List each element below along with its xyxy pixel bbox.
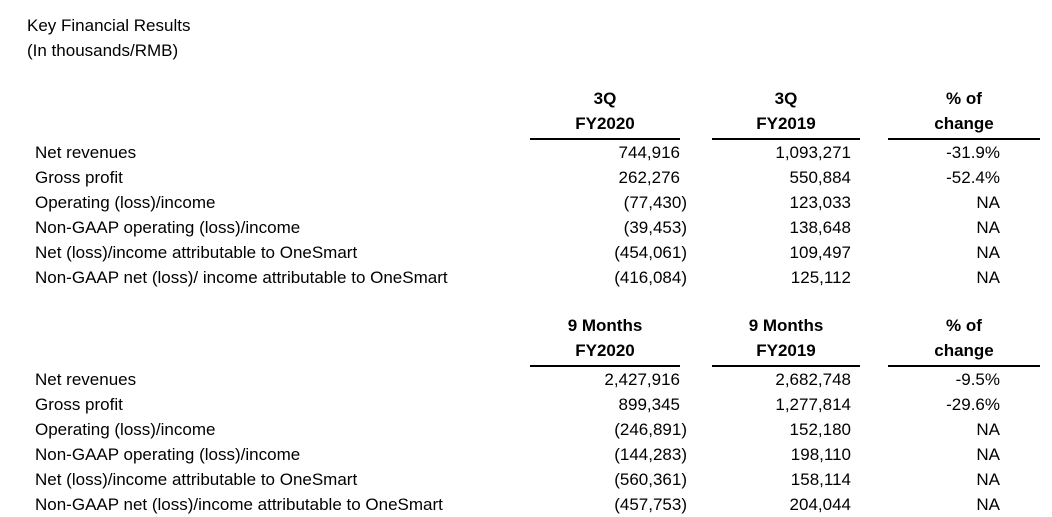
column-header-line2: change [934,114,994,133]
fy2020-value-cell: (457,753) [614,495,687,514]
row-label: Non-GAAP operating (loss)/income [35,218,301,237]
header-row: 3Q FY2020 3Q FY2019 % of change [27,86,1040,140]
table-row: Non-GAAP operating (loss)/income (144,28… [27,442,1040,467]
fy2019-value-cell: 550,884 [789,168,851,187]
change-value-cell: NA [976,218,1000,237]
column-header-line2: change [934,341,994,360]
column-header-line2: FY2020 [575,341,635,360]
table-row: Operating (loss)/income (77,430) 123,033… [27,190,1040,215]
fy2020-value-cell: 262,276 [618,168,680,187]
column-header-line1: 9 Months [748,316,824,335]
fy2019-value-cell: 152,180 [789,420,851,439]
table-row: Net revenues 2,427,916 2,682,748 -9.5% [27,367,1040,392]
row-label: Operating (loss)/income [35,420,216,439]
fy2020-value-cell: (39,453) [623,218,687,237]
fy2020-value-cell: (560,361) [614,470,687,489]
nine-month-results-table: 9 Months FY2020 9 Months FY2019 % of cha… [27,313,1040,517]
row-label: Net (loss)/income attributable to OneSma… [35,243,358,262]
fy2020-value-cell: 744,916 [618,143,680,162]
header-row: 9 Months FY2020 9 Months FY2019 % of cha… [27,313,1040,367]
table-row: Gross profit 262,276 550,884 -52.4% [27,165,1040,190]
fy2019-value-cell: 2,682,748 [775,370,851,389]
column-header-line1: 3Q [593,89,617,108]
column-header-line1: % of [946,89,982,108]
column-header-line1: 3Q [774,89,798,108]
fy2019-value-cell: 198,110 [790,445,851,464]
fy2020-value-cell: 2,427,916 [604,370,680,389]
row-label: Net revenues [35,370,137,389]
column-header-3q-fy2020: 3Q FY2020 [530,86,680,140]
fy2019-value-cell: 123,033 [789,193,851,212]
change-value-cell: NA [976,420,1000,439]
column-header-pct-change: % of change [860,86,1040,140]
fy2020-value-cell: (416,084) [614,268,687,287]
change-value-cell: NA [976,470,1000,489]
fy2019-value-cell: 109,497 [789,243,851,262]
change-value-cell: NA [976,445,1000,464]
column-header-line1: 9 Months [567,316,643,335]
fy2020-value-cell: (246,891) [614,420,687,439]
table-row: Net (loss)/income attributable to OneSma… [27,467,1040,492]
table-row: Operating (loss)/income (246,891) 152,18… [27,417,1040,442]
table-row: Non-GAAP net (loss)/ income attributable… [27,265,1040,290]
fy2020-value-cell: (454,061) [614,243,687,262]
row-label: Non-GAAP net (loss)/ income attributable… [35,268,448,287]
title-block: Key Financial Results (In thousands/RMB) [27,13,190,63]
fy2019-value-cell: 158,114 [790,470,851,489]
change-value-cell: NA [976,243,1000,262]
fy2019-value-cell: 125,112 [790,268,851,287]
fy2019-value-cell: 1,277,814 [775,395,851,414]
table-row: Gross profit 899,345 1,277,814 -29.6% [27,392,1040,417]
change-value-cell: NA [976,193,1000,212]
table-row: Net revenues 744,916 1,093,271 -31.9% [27,140,1040,165]
row-label: Net (loss)/income attributable to OneSma… [35,470,358,489]
q3-results-table: 3Q FY2020 3Q FY2019 % of change Net reve… [27,86,1040,290]
change-value-cell: NA [976,268,1000,287]
table-row: Non-GAAP operating (loss)/income (39,453… [27,215,1040,240]
page-title: Key Financial Results [27,16,191,35]
column-header-9m-fy2019: 9 Months FY2019 [680,313,860,367]
fy2020-value-cell: 899,345 [618,395,680,414]
column-header-line1: % of [946,316,982,335]
table-row: Net (loss)/income attributable to OneSma… [27,240,1040,265]
fy2019-value-cell: 204,044 [789,495,851,514]
fy2020-value-cell: (144,283) [614,445,687,464]
column-header-line2: FY2019 [756,341,816,360]
row-label: Gross profit [35,168,123,187]
row-label: Non-GAAP operating (loss)/income [35,445,301,464]
change-value-cell: -31.9% [946,143,1000,162]
row-label: Net revenues [35,143,137,162]
fy2019-value-cell: 138,648 [789,218,851,237]
column-header-3q-fy2019: 3Q FY2019 [680,86,860,140]
table-row: Non-GAAP net (loss)/income attributable … [27,492,1040,517]
column-header-spacer [27,86,530,140]
row-label: Non-GAAP net (loss)/income attributable … [35,495,443,514]
fy2019-value-cell: 1,093,271 [775,143,851,162]
column-header-line2: FY2020 [575,114,635,133]
column-header-pct-change: % of change [860,313,1040,367]
change-value-cell: -9.5% [955,370,1000,389]
row-label: Operating (loss)/income [35,193,216,212]
change-value-cell: -29.6% [946,395,1000,414]
column-header-spacer [27,313,530,367]
change-value-cell: -52.4% [946,168,1000,187]
column-header-9m-fy2020: 9 Months FY2020 [530,313,680,367]
row-label: Gross profit [35,395,123,414]
fy2020-value-cell: (77,430) [623,193,687,212]
page-subtitle: (In thousands/RMB) [27,41,179,60]
column-header-line2: FY2019 [756,114,816,133]
change-value-cell: NA [976,495,1000,514]
